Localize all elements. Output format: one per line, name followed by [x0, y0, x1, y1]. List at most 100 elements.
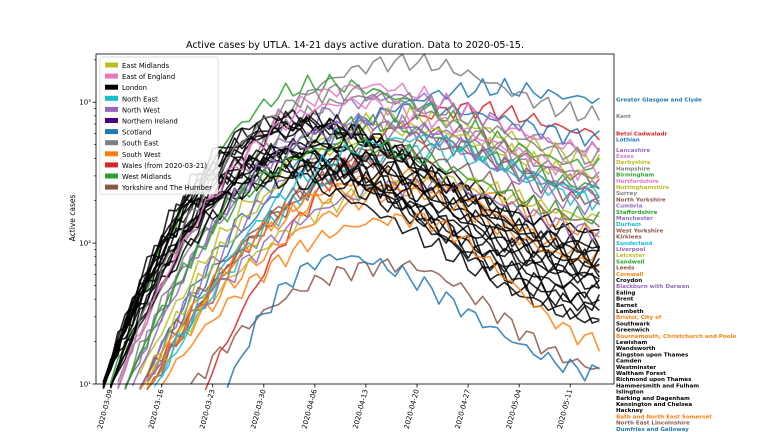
legend-swatch: [105, 62, 118, 68]
series-end-label: Essex: [616, 154, 634, 160]
x-tick-label: 2020-05-11: [556, 388, 574, 429]
legend-swatch: [105, 73, 118, 79]
x-tick-label: 2020-03-09: [96, 388, 114, 429]
series-line: [102, 116, 600, 386]
series-end-label: Hackney: [616, 408, 643, 414]
series-line: [102, 117, 600, 385]
series-end-label: Hammersmith and Fulham: [616, 383, 699, 389]
series-end-label: Bath and North East Somerset: [616, 414, 712, 420]
series-end-label: Kent: [616, 114, 631, 120]
series-end-label: Brent: [616, 297, 634, 303]
series-end-label: Sandwell: [616, 259, 645, 265]
series-end-label: Betsi Cadwaladr: [616, 132, 667, 138]
legend-entry: North West: [122, 106, 160, 114]
series-line: [139, 101, 600, 389]
x-tick-label: 2020-03-30: [249, 388, 267, 429]
series-end-label: Kensington and Chelsea: [616, 402, 692, 408]
legend-entry: South West: [122, 151, 161, 159]
legend-swatch: [105, 162, 118, 168]
series-end-label: Westminster: [616, 365, 656, 371]
legend-swatch: [105, 184, 118, 190]
series-line: [117, 53, 601, 390]
x-axis-ticks: 2020-03-09 2020-03-16 2020-03-23 2020-03-30…: [96, 384, 574, 430]
legend-entry: East Midlands: [122, 62, 170, 70]
series-end-label: Cornwall: [616, 272, 644, 278]
series-line: [226, 253, 600, 389]
legend-swatch: [105, 106, 118, 112]
x-tick-label: 2020-05-04: [505, 388, 523, 430]
x-tick-label: 2020-03-16: [147, 388, 165, 430]
series-end-label: West Yorkshire: [616, 228, 664, 234]
series-end-label: North Yorkshire: [616, 197, 666, 203]
series-line: [102, 147, 600, 386]
series-end-label: Camden: [616, 359, 642, 365]
y-tick-label: 10¹: [79, 381, 91, 389]
series-line: [109, 163, 600, 387]
series-line: [160, 143, 601, 378]
legend-swatch: [105, 95, 118, 101]
series-end-label: Bristol, City of: [616, 315, 662, 321]
series-end-label: Lothian: [616, 138, 640, 144]
series-line: [124, 136, 601, 389]
series-end-label: Nottinghamshire: [616, 185, 669, 191]
series-line: [102, 127, 600, 383]
series-layer: [102, 53, 601, 391]
series-end-label: Durham: [616, 222, 641, 228]
series-end-label: Kingston upon Thames: [616, 352, 689, 358]
series-end-label: Islington: [616, 390, 644, 396]
series-end-label: Wandsworth: [616, 346, 656, 352]
series-end-label: Southwark: [616, 321, 650, 327]
legend-entry: East of England: [122, 73, 175, 81]
series-end-label: Richmond upon Thames: [616, 377, 692, 383]
legend-swatch: [105, 173, 118, 179]
series-end-label: Staffordshire: [616, 210, 658, 216]
series-end-label: Kirklees: [616, 235, 642, 241]
series-end-label: North East Lincolnshire: [616, 421, 690, 427]
series-end-label: Hertfordshire: [616, 179, 659, 185]
series-line: [117, 83, 600, 383]
y-axis-label: Active cases: [68, 195, 77, 242]
series-end-label: Manchester: [616, 216, 653, 222]
series-end-label: Surrey: [616, 191, 637, 197]
series-end-label: Liverpool: [616, 247, 645, 253]
legend-swatch: [105, 129, 118, 135]
x-tick-label: 2020-04-13: [352, 388, 370, 429]
y-axis-ticks: 10¹ 10² 10³: [79, 59, 96, 389]
legend: East Midlands East of England London North …: [99, 56, 219, 195]
y-tick-label: 10³: [79, 99, 91, 107]
series-line: [146, 177, 601, 382]
series-end-label: Lambeth: [616, 309, 644, 315]
series-end-label: Barnet: [616, 303, 638, 309]
series-end-label: Greater Glasgow and Clyde: [616, 97, 702, 103]
x-tick-label: 2020-03-23: [198, 388, 216, 429]
series-end-label: Leicester: [616, 253, 645, 259]
legend-swatch: [105, 151, 118, 157]
series-line: [139, 120, 601, 390]
legend-box: [99, 56, 219, 195]
series-end-label: Lewisham: [616, 340, 648, 346]
end-label-layer: Greater Glasgow and Clyde Kent Betsi Cadwa…: [616, 97, 736, 432]
series-line: [153, 134, 601, 387]
x-tick-label: 2020-04-20: [403, 388, 421, 429]
series-line: [117, 95, 601, 389]
series-line: [102, 155, 600, 385]
series-end-label: Hampshire: [616, 166, 650, 172]
plot-frame: [95, 53, 615, 385]
series-line: [109, 172, 600, 387]
chart-title: Active cases by UTLA. 14-21 days active …: [186, 40, 524, 51]
legend-entry: Wales (from 2020-03-21): [122, 162, 207, 170]
series-end-label: Lancashire: [616, 148, 650, 154]
legend-swatch: [105, 140, 118, 146]
series-end-label: Barking and Dagenham: [616, 396, 690, 402]
series-end-label: Greenwich: [616, 328, 649, 334]
legend-entry: Northern Ireland: [122, 118, 178, 126]
legend-entry: Scotland: [122, 129, 152, 137]
y-tick-label: 10²: [79, 240, 91, 248]
series-end-label: Blackburn with Darwen: [616, 284, 689, 290]
series-end-label: Birmingham: [616, 173, 654, 179]
series-end-label: Dumfries and Galloway: [616, 427, 689, 432]
series-end-label: Cumbria: [616, 204, 643, 210]
series-line: [146, 124, 601, 390]
legend-swatch: [105, 118, 118, 123]
